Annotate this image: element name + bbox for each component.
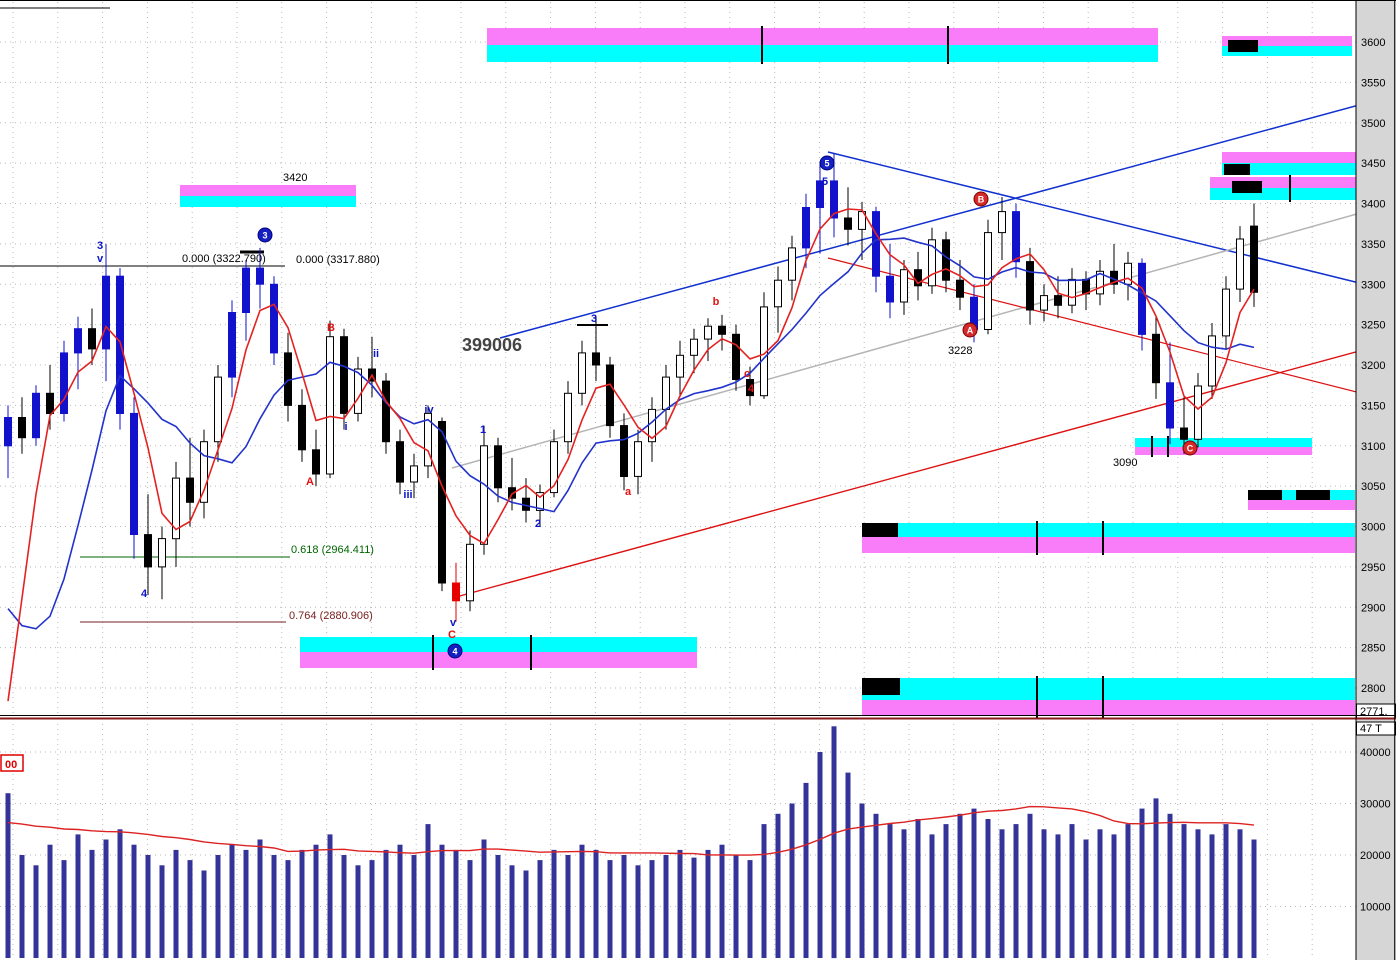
price-axis[interactable]: 3600 3550 3500 3450 3400 3350 3300 3250 3200 3150… [1356, 0, 1396, 960]
svg-text:3300: 3300 [1361, 279, 1385, 291]
svg-text:0.000 (3317.880): 0.000 (3317.880) [296, 254, 380, 266]
svg-text:3200: 3200 [1361, 360, 1385, 372]
svg-text:4: 4 [452, 647, 457, 657]
svg-text:2: 2 [535, 518, 541, 530]
candles [4, 153, 1258, 622]
svg-text:3550: 3550 [1361, 77, 1385, 89]
svg-text:3: 3 [262, 231, 267, 241]
svg-text:2900: 2900 [1361, 602, 1385, 614]
svg-text:a: a [625, 486, 632, 498]
svg-text:3400: 3400 [1361, 199, 1385, 211]
svg-text:5: 5 [824, 159, 829, 169]
svg-text:c: c [744, 368, 750, 380]
svg-text:3100: 3100 [1361, 441, 1385, 453]
svg-text:C: C [1187, 444, 1194, 454]
svg-text:3228: 3228 [948, 345, 972, 357]
svg-text:C: C [448, 629, 456, 641]
svg-text:0.764 (2880.906): 0.764 (2880.906) [289, 610, 373, 622]
svg-text:b: b [713, 296, 720, 308]
svg-text:A: A [306, 476, 314, 488]
svg-text:2800: 2800 [1361, 683, 1385, 695]
left-axis-tag: 00 [0, 754, 24, 772]
svg-text:iii: iii [403, 489, 412, 501]
svg-text:10000: 10000 [1360, 902, 1391, 914]
svg-text:5: 5 [822, 176, 828, 188]
ma-red-line [7, 208, 1255, 702]
svg-text:B: B [327, 322, 335, 334]
svg-text:3420: 3420 [283, 172, 307, 184]
svg-text:3000: 3000 [1361, 522, 1385, 534]
svg-text:2771.: 2771. [1360, 706, 1388, 718]
svg-text:v: v [97, 253, 104, 265]
svg-text:2950: 2950 [1361, 562, 1385, 574]
svg-text:v: v [450, 617, 457, 629]
svg-text:0.618 (2964.411): 0.618 (2964.411) [291, 544, 374, 556]
volume-ma-line [7, 805, 1255, 856]
svg-text:20000: 20000 [1360, 850, 1391, 862]
chart-background [0, 0, 1356, 960]
svg-text:3: 3 [97, 240, 103, 252]
svg-text:ii: ii [373, 348, 379, 360]
svg-text:40000: 40000 [1360, 747, 1391, 759]
svg-text:3050: 3050 [1361, 481, 1385, 493]
svg-text:3150: 3150 [1361, 400, 1385, 412]
svg-text:30000: 30000 [1360, 799, 1391, 811]
svg-text:3350: 3350 [1361, 239, 1385, 251]
svg-text:iv: iv [424, 404, 434, 416]
svg-text:i: i [344, 421, 347, 433]
svg-text:1: 1 [480, 424, 486, 436]
svg-text:A: A [967, 326, 974, 336]
svg-text:2850: 2850 [1361, 643, 1385, 655]
supply-demand-zones[interactable] [180, 26, 1356, 718]
svg-text:3250: 3250 [1361, 320, 1385, 332]
wave-and-fib-labels: 3v4BAiiiiiiiv123abc45vC3228309034200.000… [97, 172, 1138, 641]
svg-text:3450: 3450 [1361, 158, 1385, 170]
svg-text:0.000 (3322.790): 0.000 (3322.790) [182, 253, 266, 265]
elliott-markers[interactable]: 3 5 4 A B C [257, 155, 1198, 659]
svg-text:399006: 399006 [462, 335, 522, 355]
svg-text:3: 3 [591, 313, 597, 325]
svg-text:4: 4 [748, 383, 755, 395]
svg-text:00: 00 [5, 759, 17, 771]
svg-text:3500: 3500 [1361, 118, 1385, 130]
svg-text:B: B [978, 195, 985, 205]
volume-bars [5, 726, 1257, 959]
svg-text:3090: 3090 [1113, 457, 1137, 469]
svg-text:4: 4 [141, 588, 148, 600]
svg-text:3600: 3600 [1361, 37, 1385, 49]
svg-text:47 T: 47 T [1360, 723, 1382, 735]
